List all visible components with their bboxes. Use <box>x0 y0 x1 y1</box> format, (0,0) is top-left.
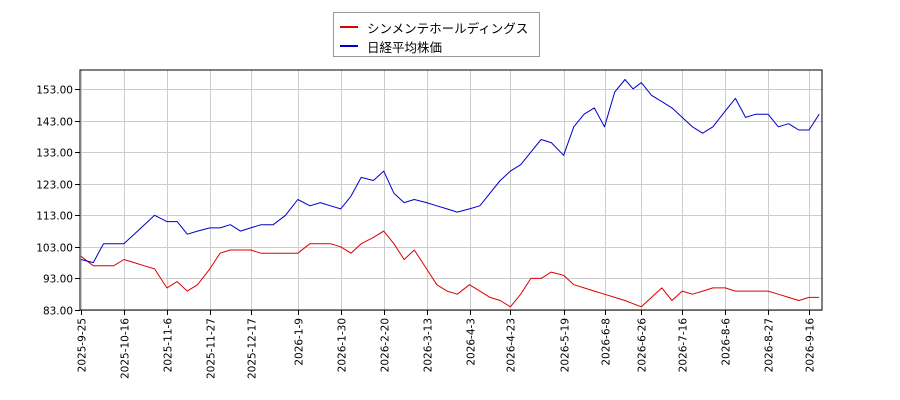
series-lines <box>80 79 820 308</box>
legend-item-series-1: シンメンテホールディングス <box>340 18 528 36</box>
y-tick-label: 83.00 <box>43 306 73 318</box>
grid-lines <box>80 70 822 311</box>
plot-area-frame <box>79 69 823 311</box>
x-tick-label: 2025-10-16 <box>120 318 132 379</box>
legend-item-series-2: 日経平均株価 <box>340 37 442 55</box>
x-tick-label: 2026-4-3 <box>466 318 478 366</box>
x-tick-label: 2025-11-6 <box>163 318 175 373</box>
x-tick-label: 2026-9-16 <box>805 318 817 373</box>
x-tick-label: 2026-1-9 <box>294 318 306 366</box>
legend: シンメンテホールディングス 日経平均株価 <box>333 12 540 57</box>
x-tick-label: 2025-11-27 <box>206 318 218 379</box>
legend-label-series-1: シンメンテホールディングス <box>367 20 529 36</box>
series-line-2 <box>80 79 820 264</box>
y-tick-label: 93.00 <box>43 274 73 286</box>
y-tick-label: 113.00 <box>36 211 73 223</box>
x-tick-label: 2025-9-25 <box>77 318 89 372</box>
x-tick-label: 2026-1-30 <box>337 318 349 372</box>
legend-swatch-series-2 <box>340 45 358 47</box>
x-tick-label: 2026-8-6 <box>721 318 733 366</box>
y-tick-label: 133.00 <box>36 148 73 160</box>
series-line-1 <box>80 230 820 308</box>
x-tick-label: 2026-8-27 <box>764 318 776 372</box>
y-tick-label: 103.00 <box>36 243 73 255</box>
x-tick-label: 2026-4-23 <box>506 318 518 372</box>
y-axis-ticks: 83.00 93.00 103.00 113.00 123.00 133.00 143.00… <box>36 85 80 318</box>
x-axis-ticks: 2025-9-25 2025-10-16 2025-11-6 2025-11-27 20… <box>77 310 817 379</box>
y-tick-label: 153.00 <box>36 85 73 97</box>
legend-label-series-2: 日経平均株価 <box>367 39 443 55</box>
x-tick-label: 2026-2-20 <box>380 318 392 372</box>
legend-swatch-series-1 <box>340 26 358 28</box>
y-tick-label: 123.00 <box>36 180 73 192</box>
x-tick-label: 2026-5-19 <box>560 318 572 372</box>
x-tick-label: 2026-3-13 <box>423 318 435 372</box>
x-tick-label: 2025-12-17 <box>247 318 259 379</box>
y-tick-label: 143.00 <box>36 117 73 129</box>
x-tick-label: 2026-6-26 <box>637 318 649 373</box>
x-tick-label: 2026-7-16 <box>678 318 690 373</box>
x-tick-label: 2026-6-8 <box>601 318 613 366</box>
